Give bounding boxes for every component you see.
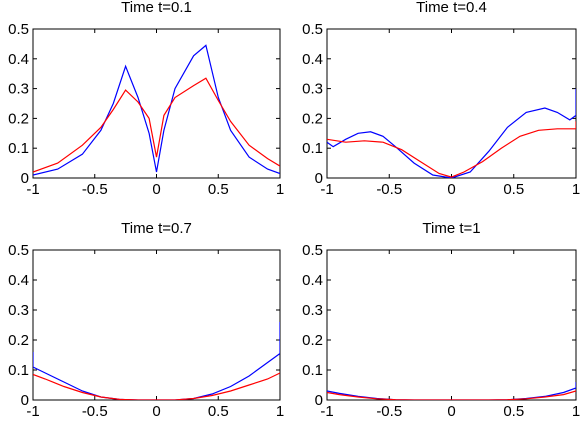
plot-frame xyxy=(326,249,577,401)
x-tick-label: -1 xyxy=(26,403,39,420)
series-line-2 xyxy=(327,121,576,178)
y-tick-label: 0.1 xyxy=(8,362,29,379)
x-tick-label: -0.5 xyxy=(82,403,108,420)
y-tick-label: 0.3 xyxy=(302,81,323,98)
chart-panel-1: Time t=0.1 -1 -0.5 0 0.5 1 0 0.1 0.2 0.3 0.4 0.5 xyxy=(8,0,284,198)
chart-panel-4: Time t=1 -1 -0.5 0 0.5 1 0 0.1 0.2 0.3 0.4 0.5 xyxy=(302,220,580,420)
chart-title: Time t=0.4 xyxy=(416,0,487,16)
y-tick-label: 0 xyxy=(315,392,323,409)
y-tick-label: 0.5 xyxy=(8,21,29,38)
y-tick-label: 0.1 xyxy=(302,362,323,379)
x-tick-label: 1 xyxy=(276,403,284,420)
x-tick-label: 0 xyxy=(447,181,455,198)
y-tick-label: 0.2 xyxy=(302,110,323,127)
x-tick-label: 0.5 xyxy=(208,403,229,420)
x-tick-label: 0 xyxy=(447,403,455,420)
series-line-1 xyxy=(327,88,576,178)
y-tick-label: 0 xyxy=(21,170,29,187)
x-tick-label: 1 xyxy=(572,403,580,420)
y-tick-label: 0.1 xyxy=(302,140,323,157)
x-tick-label: 1 xyxy=(572,181,580,198)
series-line-2 xyxy=(33,77,280,173)
series-line-1 xyxy=(33,44,280,176)
plot-frame xyxy=(326,28,577,179)
x-tick-label: 0.5 xyxy=(503,181,524,198)
chart-title: Time t=1 xyxy=(422,220,480,237)
y-tick-label: 0 xyxy=(315,170,323,187)
y-tick-label: 0.2 xyxy=(8,332,29,349)
y-tick-label: 0.5 xyxy=(302,21,323,38)
x-tick-label: 0 xyxy=(152,403,160,420)
x-tick-label: 1 xyxy=(276,181,284,198)
x-tick-label: -0.5 xyxy=(376,181,402,198)
series-line-1 xyxy=(33,322,280,400)
y-tick-label: 0.2 xyxy=(302,332,323,349)
y-tick-label: 0.4 xyxy=(8,51,29,68)
y-tick-label: 0.3 xyxy=(302,302,323,319)
y-tick-label: 0.4 xyxy=(302,272,323,289)
x-tick-label: -1 xyxy=(320,403,333,420)
x-tick-label: -1 xyxy=(26,181,39,198)
y-tick-label: 0.2 xyxy=(8,110,29,127)
y-tick-label: 0 xyxy=(21,392,29,409)
chart-title: Time t=0.7 xyxy=(121,220,192,237)
y-tick-label: 0.3 xyxy=(8,81,29,98)
chart-panel-3: Time t=0.7 -1 -0.5 0 0.5 1 0 0.1 0.2 0.3 0.4 0.5 xyxy=(8,220,284,420)
plot-frame xyxy=(32,249,281,401)
series-line-2 xyxy=(327,390,576,400)
y-tick-label: 0.5 xyxy=(302,242,323,259)
x-tick-label: -0.5 xyxy=(376,403,402,420)
x-tick-label: -0.5 xyxy=(82,181,108,198)
y-tick-label: 0.4 xyxy=(8,272,29,289)
y-tick-label: 0.4 xyxy=(302,51,323,68)
chart-title: Time t=0.1 xyxy=(121,0,192,16)
y-tick-label: 0.3 xyxy=(8,302,29,319)
y-tick-label: 0.1 xyxy=(8,140,29,157)
x-tick-label: 0 xyxy=(152,181,160,198)
x-tick-label: -1 xyxy=(320,181,333,198)
chart-panel-2: Time t=0.4 -1 -0.5 0 0.5 1 0 0.1 0.2 0.3 0.4 0.5 xyxy=(302,0,580,198)
y-tick-label: 0.5 xyxy=(8,242,29,259)
x-tick-label: 0.5 xyxy=(208,181,229,198)
x-tick-label: 0.5 xyxy=(503,403,524,420)
series-line-2 xyxy=(33,372,280,400)
